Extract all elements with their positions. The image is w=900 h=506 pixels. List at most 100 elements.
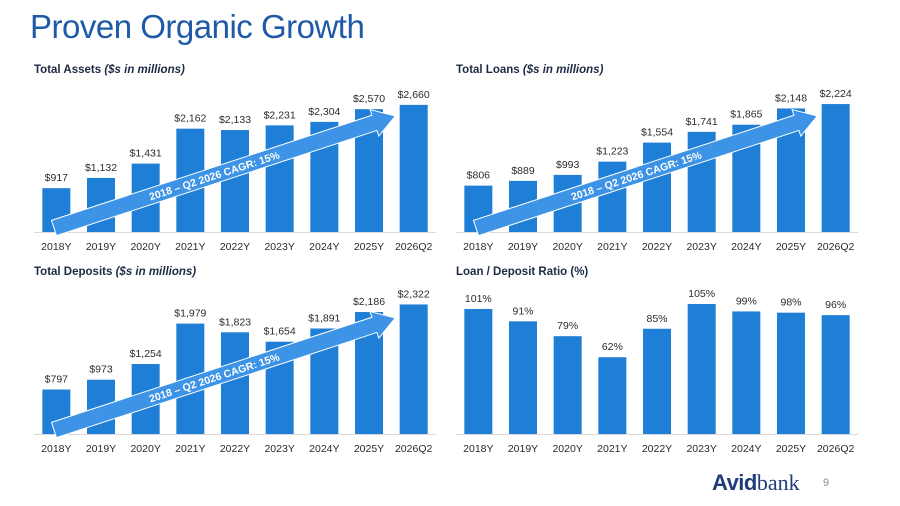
x-tick-label: 2022Y [220,241,250,253]
bar [777,312,805,434]
x-tick-label: 2026Q2 [817,443,855,455]
chart-title-unit: ($s in millions) [115,266,197,278]
chart-title-unit: ($s in millions) [104,64,185,76]
x-tick-label: 2018Y [41,241,71,253]
data-label: $806 [467,170,491,182]
data-label: $993 [556,159,580,171]
chart-title-text: Loan / Deposit Ratio (%) [456,266,589,278]
x-tick-label: 2021Y [597,443,627,455]
bar [265,125,294,232]
chart-title: Total Loans ($s in millions) [456,64,603,76]
chart-title: Total Deposits ($s in millions) [34,266,196,278]
total-loans-chart-svg: $806 2018Y $889 2019Y $993 2020Y $1,223 2021Y $1… [456,88,858,253]
data-label: 98% [780,297,801,309]
data-label: $2,162 [174,113,206,125]
data-label: 105% [688,288,715,300]
data-label: 85% [646,313,667,325]
data-label: $1,431 [130,148,162,160]
data-label: 99% [736,295,757,307]
x-tick-label: 2026Q2 [817,241,855,253]
bar [821,315,850,434]
data-label: $2,660 [398,89,430,101]
chart-total-assets: Total Assets ($s in millions) $917 2018Y $… [30,64,450,274]
x-tick-label: 2026Q2 [395,443,433,455]
chart-title-text: Total Assets [34,64,102,76]
bar [464,308,493,434]
x-tick-label: 2020Y [552,443,582,455]
bar [399,104,428,232]
bar [553,336,582,434]
logo-part-avid: Avid [712,470,757,495]
x-tick-label: 2024Y [731,443,761,455]
bar [509,321,537,434]
x-tick-label: 2022Y [220,443,250,455]
data-label: $1,223 [596,146,628,158]
x-tick-label: 2018Y [41,443,71,455]
data-label: $889 [511,165,535,177]
chart-title-text: Total Loans [456,64,520,76]
data-label: $1,741 [686,116,718,128]
cagr-annotation: 2018 – Q2 2026 CAGR: 15% [148,351,282,405]
bar [221,130,249,232]
data-label: $2,304 [308,106,340,118]
x-tick-label: 2024Y [731,241,761,253]
x-tick-label: 2020Y [552,241,582,253]
x-tick-label: 2018Y [463,443,493,455]
arrow-shape [50,108,397,237]
logo-part-bank: bank [756,470,800,495]
data-label: 101% [465,293,492,305]
x-tick-label: 2024Y [309,443,339,455]
data-label: $2,186 [353,296,385,308]
arrow-shape [472,108,819,237]
cagr-annotation: 2018 – Q2 2026 CAGR: 15% [570,149,704,203]
x-tick-label: 2020Y [130,241,160,253]
chart-title-text: Total Deposits [34,266,113,278]
bar [643,328,671,434]
data-label: $797 [45,374,69,386]
chart-title: Total Assets ($s in millions) [34,64,185,76]
x-tick-label: 2019Y [86,241,116,253]
x-tick-label: 2023Y [686,241,716,253]
x-tick-label: 2019Y [508,241,538,253]
data-label: $1,865 [730,109,762,121]
data-label: $1,132 [85,162,117,174]
total-assets-chart-svg: $917 2018Y $1,132 2019Y $1,431 2020Y $2,162 202… [34,89,436,253]
chart-loan-deposit-ratio: Loan / Deposit Ratio (%) 101% 2018Y 91% 201… [452,266,872,476]
data-label: 79% [557,320,578,332]
chart-total-loans: Total Loans ($s in millions) $806 2018Y $8… [452,64,872,274]
total-deposits-chart-svg: $797 2018Y $973 2019Y $1,254 2020Y $1,979 2021Y… [34,288,436,455]
data-label: $1,254 [130,348,162,360]
data-label: 96% [825,299,846,311]
x-tick-label: 2022Y [642,241,672,253]
x-tick-label: 2023Y [264,443,294,455]
data-label: $2,224 [820,88,852,100]
x-tick-label: 2022Y [642,443,672,455]
x-tick-label: 2025Y [354,443,384,455]
data-label: $1,891 [308,312,340,324]
data-label: $1,554 [641,127,673,139]
data-label: $2,133 [219,114,251,126]
x-tick-label: 2026Q2 [395,241,433,253]
data-label: $2,322 [398,288,430,300]
data-label: $1,654 [264,326,296,338]
data-label: $973 [89,364,113,376]
bar [221,332,249,434]
x-tick-label: 2021Y [597,241,627,253]
x-tick-label: 2025Y [776,241,806,253]
chart-total-deposits: Total Deposits ($s in millions) $797 2018… [30,266,450,476]
x-tick-label: 2021Y [175,241,205,253]
data-label: $917 [45,172,69,184]
chart-title: Loan / Deposit Ratio (%) [456,266,588,278]
data-label: $2,148 [775,92,807,104]
chart-title-unit: ($s in millions) [522,64,604,76]
x-tick-label: 2025Y [776,443,806,455]
page-title: Proven Organic Growth [30,8,365,45]
bar [687,304,716,434]
bar [732,311,761,434]
data-label: $1,979 [174,308,206,320]
data-label: $2,231 [264,109,296,121]
x-tick-label: 2019Y [508,443,538,455]
data-label: $1,823 [219,316,251,328]
bar [821,104,850,232]
x-tick-label: 2023Y [686,443,716,455]
